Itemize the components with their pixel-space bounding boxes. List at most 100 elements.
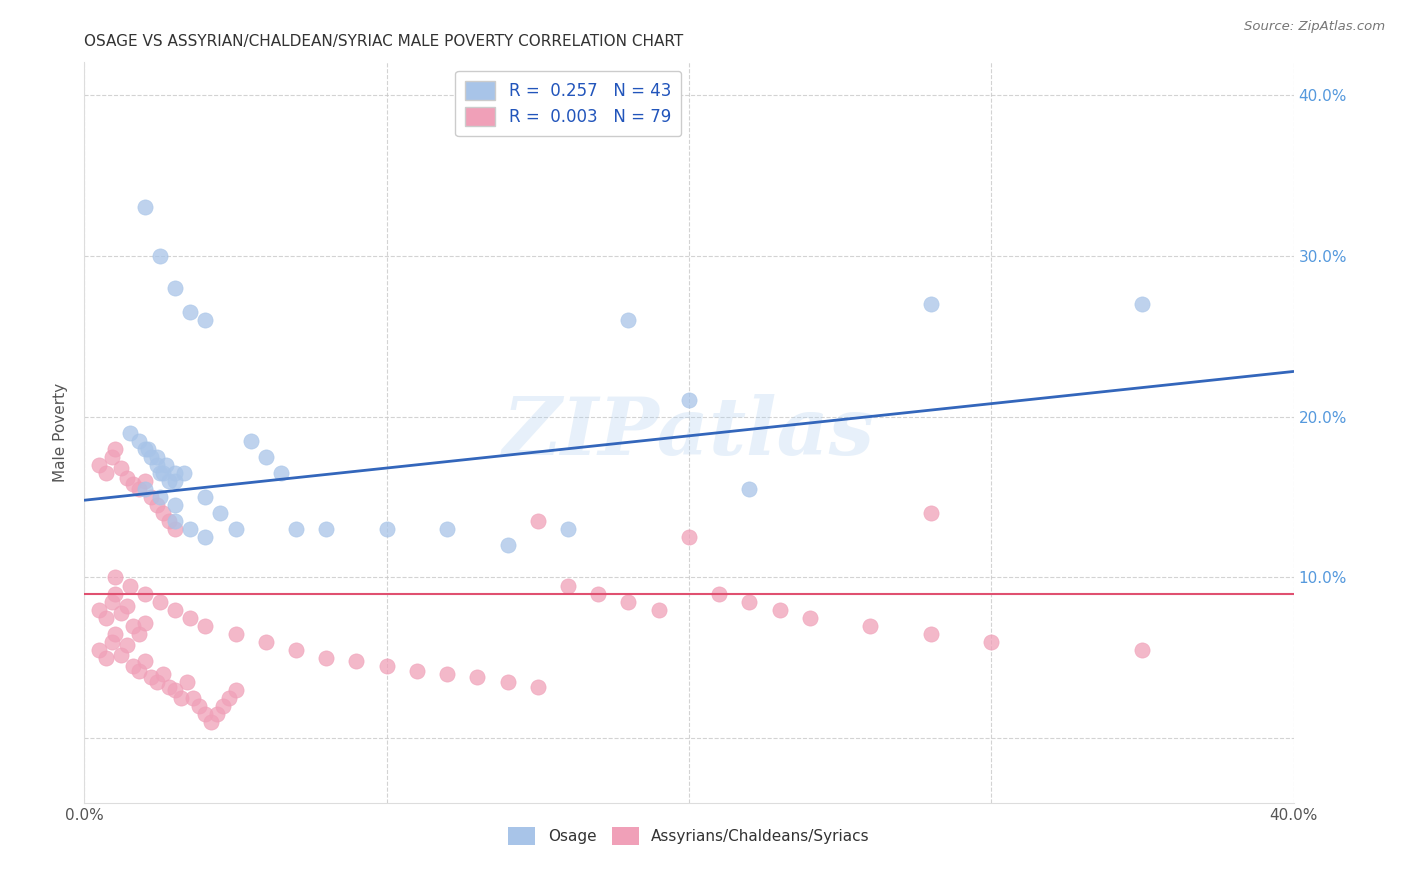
Point: [617, 313, 640, 327]
Point: [920, 297, 942, 311]
Point: [165, 683, 187, 698]
Point: [121, 659, 143, 673]
Point: [346, 654, 368, 668]
Point: [496, 538, 519, 552]
Y-axis label: Male Poverty: Male Poverty: [53, 383, 69, 483]
Point: [94, 466, 117, 480]
Point: [121, 477, 143, 491]
Point: [89, 643, 111, 657]
Point: [181, 691, 204, 706]
Point: [100, 594, 122, 608]
Point: [165, 522, 187, 536]
Point: [648, 602, 671, 616]
Point: [149, 249, 172, 263]
Point: [1130, 297, 1153, 311]
Point: [527, 680, 550, 694]
Point: [200, 715, 222, 730]
Point: [170, 691, 193, 706]
Point: [315, 651, 337, 665]
Point: [94, 610, 117, 624]
Point: [115, 638, 138, 652]
Point: [176, 675, 198, 690]
Point: [157, 474, 180, 488]
Point: [194, 619, 217, 633]
Point: [179, 305, 201, 319]
Point: [104, 570, 127, 584]
Point: [157, 514, 180, 528]
Point: [212, 699, 235, 714]
Point: [527, 514, 550, 528]
Point: [146, 450, 169, 464]
Point: [100, 635, 122, 649]
Point: [165, 514, 187, 528]
Point: [128, 627, 150, 641]
Point: [139, 490, 162, 504]
Point: [678, 530, 700, 544]
Point: [285, 643, 308, 657]
Text: Source: ZipAtlas.com: Source: ZipAtlas.com: [1244, 20, 1385, 33]
Point: [218, 691, 240, 706]
Point: [738, 482, 761, 496]
Point: [467, 670, 489, 684]
Point: [375, 522, 398, 536]
Point: [134, 654, 156, 668]
Point: [152, 667, 174, 681]
Point: [157, 680, 180, 694]
Point: [406, 664, 429, 678]
Point: [136, 442, 159, 456]
Point: [678, 393, 700, 408]
Point: [375, 659, 398, 673]
Point: [104, 586, 127, 600]
Point: [165, 498, 187, 512]
Point: [165, 602, 187, 616]
Point: [194, 530, 217, 544]
Point: [146, 675, 169, 690]
Point: [104, 627, 127, 641]
Point: [110, 461, 132, 475]
Point: [134, 482, 156, 496]
Point: [110, 606, 132, 620]
Point: [920, 627, 942, 641]
Point: [225, 683, 247, 698]
Point: [557, 522, 579, 536]
Point: [1130, 643, 1153, 657]
Point: [588, 586, 610, 600]
Point: [254, 450, 277, 464]
Point: [100, 450, 122, 464]
Point: [188, 699, 211, 714]
Text: ZIPatlas: ZIPatlas: [503, 394, 875, 471]
Point: [128, 434, 150, 448]
Point: [738, 594, 761, 608]
Point: [89, 602, 111, 616]
Point: [254, 635, 277, 649]
Point: [179, 610, 201, 624]
Point: [315, 522, 337, 536]
Point: [709, 586, 731, 600]
Point: [239, 434, 262, 448]
Point: [128, 482, 150, 496]
Point: [118, 578, 141, 592]
Point: [149, 594, 172, 608]
Point: [194, 707, 217, 722]
Point: [165, 281, 187, 295]
Point: [557, 578, 579, 592]
Legend: Osage, Assyrians/Chaldeans/Syriacs: Osage, Assyrians/Chaldeans/Syriacs: [502, 821, 876, 851]
Point: [225, 627, 247, 641]
Point: [207, 707, 229, 722]
Point: [799, 610, 821, 624]
Point: [115, 471, 138, 485]
Point: [121, 619, 143, 633]
Point: [146, 498, 169, 512]
Point: [149, 490, 172, 504]
Point: [152, 466, 174, 480]
Point: [179, 522, 201, 536]
Point: [134, 474, 156, 488]
Point: [496, 675, 519, 690]
Point: [139, 670, 162, 684]
Point: [270, 466, 292, 480]
Point: [155, 458, 177, 472]
Point: [94, 651, 117, 665]
Point: [89, 458, 111, 472]
Point: [769, 602, 792, 616]
Point: [285, 522, 308, 536]
